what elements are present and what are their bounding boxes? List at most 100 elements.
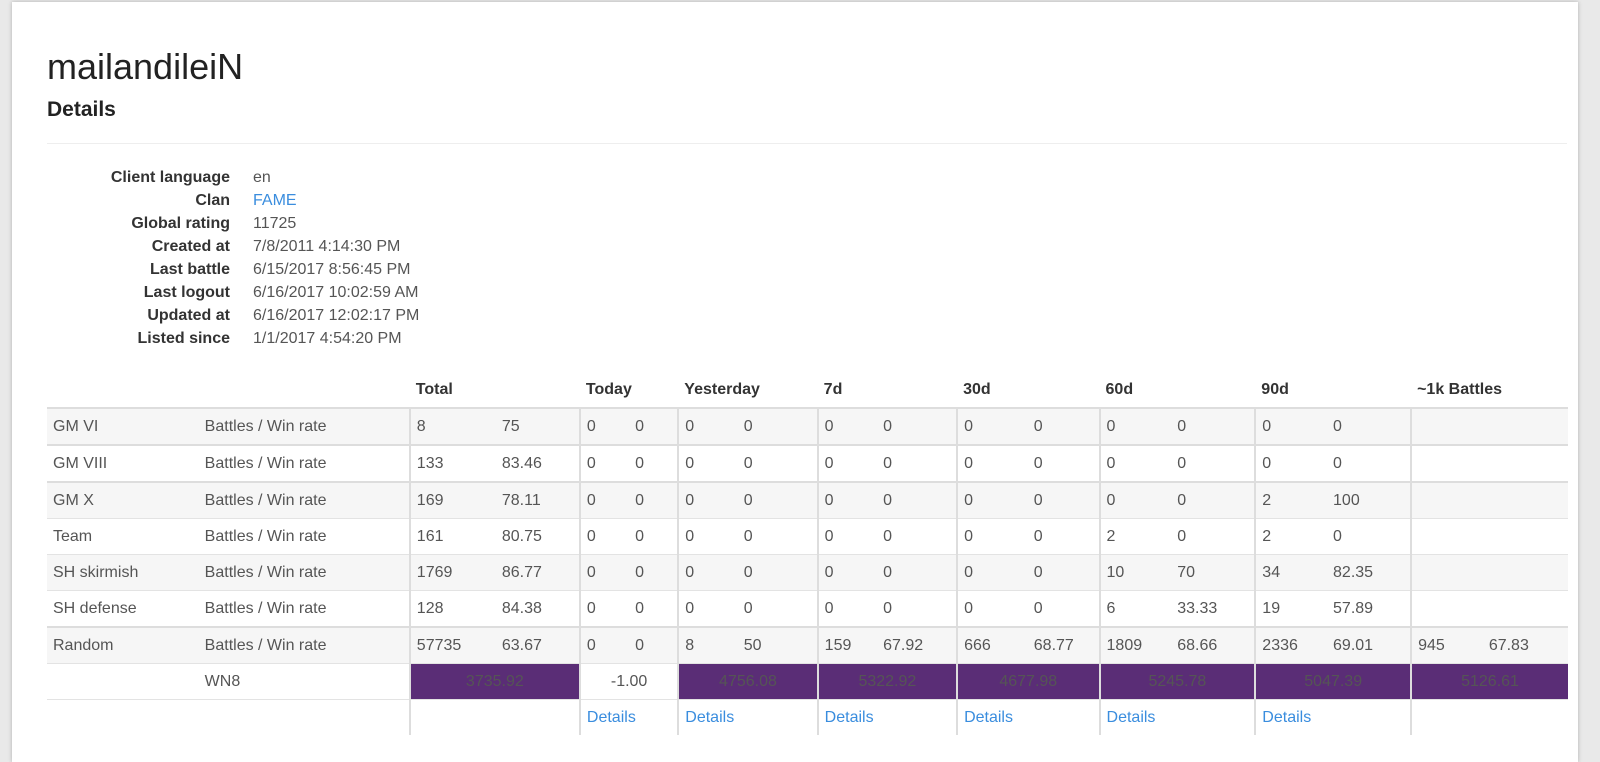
battles-cell: 2336 bbox=[1254, 626, 1328, 664]
winrate-cell: 0 bbox=[1171, 518, 1256, 555]
battles-cell: 0 bbox=[677, 444, 738, 482]
winrate-cell: 84.38 bbox=[495, 590, 580, 627]
info-value: 6/16/2017 10:02:59 AM bbox=[253, 284, 419, 301]
winrate-cell: 63.67 bbox=[495, 626, 580, 664]
details-link[interactable]: Details bbox=[824, 708, 874, 726]
battles-cell: 0 bbox=[578, 590, 630, 627]
details-link[interactable]: Details bbox=[685, 708, 735, 726]
battles-cell: 0 bbox=[677, 518, 738, 555]
details-cell: Details bbox=[816, 699, 958, 735]
winrate-cell: 0 bbox=[1027, 518, 1100, 555]
mode-label: Team bbox=[47, 518, 199, 555]
header-mode bbox=[47, 373, 199, 409]
metric-label: Battles / Win rate bbox=[198, 518, 410, 555]
winrate-cell: 0 bbox=[1327, 444, 1412, 482]
winrate-cell: 0 bbox=[1327, 407, 1412, 445]
winrate-cell: 0 bbox=[737, 481, 818, 519]
winrate-cell: 0 bbox=[877, 481, 958, 519]
battles-cell: 0 bbox=[956, 554, 1028, 591]
table-row: SH skirmish Battles / Win rate 1769 86.77 0 0… bbox=[47, 554, 1568, 591]
wn8-value: -1.00 bbox=[578, 663, 679, 700]
winrate-cell: 0 bbox=[629, 444, 679, 482]
info-label: Clan bbox=[195, 192, 230, 209]
battles-cell: 0 bbox=[816, 554, 878, 591]
clan-link[interactable]: FAME bbox=[253, 192, 297, 209]
winrate-cell: 0 bbox=[1027, 444, 1100, 482]
battles-cell: 0 bbox=[578, 444, 630, 482]
battles-cell: 0 bbox=[956, 518, 1028, 555]
winrate-cell: 70 bbox=[1171, 554, 1256, 591]
winrate-cell: 69.01 bbox=[1327, 626, 1412, 664]
winrate-cell: 0 bbox=[877, 554, 958, 591]
details-link[interactable]: Details bbox=[1262, 708, 1312, 726]
wn8-value: 5126.61 bbox=[1410, 663, 1568, 700]
metric-label: Battles / Win rate bbox=[198, 626, 410, 664]
winrate-cell bbox=[1482, 444, 1568, 482]
winrate-cell: 67.92 bbox=[877, 626, 958, 664]
header-30d: 30d bbox=[957, 373, 1100, 409]
metric-label: Battles / Win rate bbox=[198, 590, 410, 627]
winrate-cell bbox=[1482, 590, 1568, 627]
table-row: GM VI Battles / Win rate 8 75 0 0 0 0 0 0 0 0 0 0 0 0 bbox=[47, 407, 1568, 445]
info-label: Client language bbox=[110, 169, 230, 186]
info-row-updated-at: Updated at 6/16/2017 12:02:17 PM bbox=[47, 304, 419, 327]
winrate-cell: 0 bbox=[629, 407, 679, 445]
winrate-cell: 0 bbox=[1171, 444, 1256, 482]
player-info-list: Client language en Clan FAME Global rating 11… bbox=[47, 166, 419, 350]
info-row-last-logout: Last logout 6/16/2017 10:02:59 AM bbox=[47, 281, 419, 304]
info-label: Updated at bbox=[147, 307, 230, 324]
winrate-cell: 0 bbox=[629, 554, 679, 591]
info-value: 11725 bbox=[253, 215, 297, 232]
wn8-value: 4756.08 bbox=[677, 663, 818, 700]
info-label: Listed since bbox=[137, 330, 230, 347]
battles-cell: 0 bbox=[816, 444, 878, 482]
battles-cell: 6 bbox=[1098, 590, 1172, 627]
battles-cell: 8 bbox=[408, 407, 496, 445]
winrate-cell: 0 bbox=[737, 554, 818, 591]
wn8-label: WN8 bbox=[198, 663, 410, 700]
player-card: mailandileiN Details Client language en Cl… bbox=[12, 2, 1578, 762]
winrate-cell: 100 bbox=[1327, 481, 1412, 519]
info-value: 6/16/2017 12:02:17 PM bbox=[253, 307, 420, 324]
details-link[interactable]: Details bbox=[586, 708, 636, 726]
battles-cell: 0 bbox=[1098, 407, 1172, 445]
battles-cell: 0 bbox=[677, 554, 738, 591]
info-value: 1/1/2017 4:54:20 PM bbox=[253, 330, 402, 347]
battles-cell: 0 bbox=[1254, 407, 1328, 445]
header-total: Total bbox=[409, 373, 580, 409]
battles-cell: 0 bbox=[677, 407, 738, 445]
battles-cell: 0 bbox=[578, 481, 630, 519]
page-subtitle: Details bbox=[47, 98, 116, 121]
stats-header-row: Total Today Yesterday 7d 30d 60d 90d ~1k Battle… bbox=[47, 373, 1568, 409]
details-row: Details Details Details Details Details Detai… bbox=[47, 699, 1568, 735]
info-value: en bbox=[253, 169, 271, 186]
details-link[interactable]: Details bbox=[1106, 708, 1156, 726]
details-cell bbox=[1410, 699, 1568, 735]
battles-cell: 1769 bbox=[408, 554, 496, 591]
header-60d: 60d bbox=[1099, 373, 1256, 409]
battles-cell: 169 bbox=[408, 481, 496, 519]
battles-cell: 0 bbox=[956, 444, 1028, 482]
table-row: Random Battles / Win rate 57735 63.67 0 0 8 50 1… bbox=[47, 626, 1568, 664]
battles-cell: 1809 bbox=[1098, 626, 1172, 664]
header-1k-battles: ~1k Battles bbox=[1411, 373, 1568, 409]
details-cell: Details bbox=[578, 699, 679, 735]
winrate-cell: 0 bbox=[629, 626, 679, 664]
winrate-cell: 50 bbox=[737, 626, 818, 664]
battles-cell: 0 bbox=[816, 481, 878, 519]
winrate-cell: 0 bbox=[737, 407, 818, 445]
battles-cell: 0 bbox=[578, 407, 630, 445]
winrate-cell: 82.35 bbox=[1327, 554, 1412, 591]
wn8-value: 5245.78 bbox=[1098, 663, 1256, 700]
winrate-cell: 0 bbox=[737, 518, 818, 555]
winrate-cell: 0 bbox=[1327, 518, 1412, 555]
winrate-cell: 0 bbox=[629, 518, 679, 555]
battles-cell: 666 bbox=[956, 626, 1028, 664]
winrate-cell: 83.46 bbox=[495, 444, 580, 482]
winrate-cell: 0 bbox=[1171, 407, 1256, 445]
details-link[interactable]: Details bbox=[964, 708, 1013, 726]
info-value: FAME bbox=[253, 189, 297, 212]
battles-cell bbox=[1410, 554, 1483, 591]
mode-label: GM X bbox=[47, 481, 199, 519]
wn8-value: 4677.98 bbox=[956, 663, 1100, 700]
